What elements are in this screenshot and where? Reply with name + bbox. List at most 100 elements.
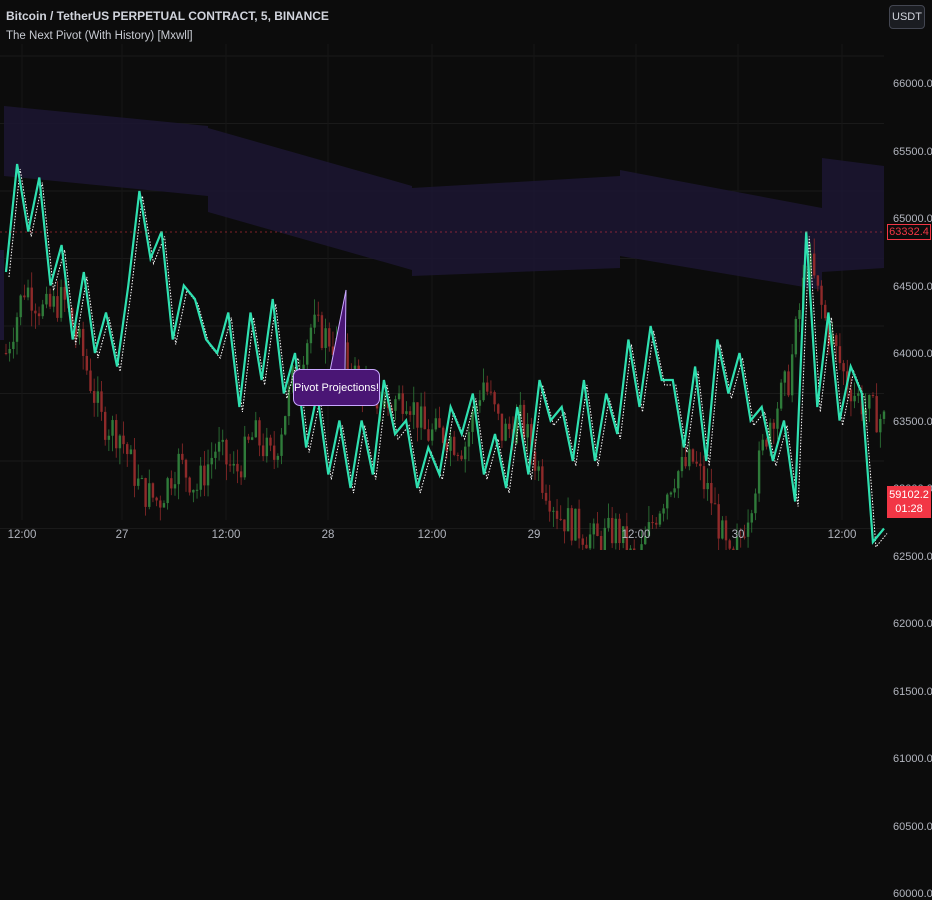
candle-body (346, 342, 349, 370)
candle-body (217, 441, 221, 452)
candle-body (243, 436, 246, 478)
candle-body (790, 354, 794, 396)
candle-body (732, 548, 735, 550)
candle-body (566, 508, 570, 532)
currency-button[interactable]: USDT (889, 5, 925, 29)
candle-body (148, 483, 151, 507)
candle-body (430, 429, 434, 441)
candle-body (155, 497, 158, 501)
candle-body (471, 411, 474, 432)
candle-body (159, 500, 162, 508)
candle-body (717, 504, 720, 539)
candle-body (419, 406, 423, 428)
candle-body (684, 456, 687, 467)
candle-body (629, 548, 632, 550)
candle-body (618, 518, 621, 544)
candle-body (280, 434, 283, 456)
candle-body (640, 544, 643, 550)
x-tick-label: 12:00 (7, 529, 37, 541)
candle-body (644, 536, 647, 545)
candle-body (250, 437, 254, 440)
candle-body (610, 517, 614, 544)
candle-body (445, 442, 449, 451)
candle-body (702, 466, 706, 490)
callout-pointer (329, 289, 347, 372)
candle-body (632, 548, 636, 550)
candle-body (254, 420, 258, 438)
price-candles (4, 238, 886, 550)
y-tick-label: 60500.0 (893, 820, 932, 833)
candle-body (519, 404, 522, 417)
candle-body (669, 492, 673, 495)
candle-body (662, 508, 665, 514)
candle-body (151, 483, 155, 498)
candle-body (831, 335, 834, 345)
candle-body (508, 423, 511, 430)
candle-body (875, 396, 878, 433)
candle-body (427, 429, 430, 441)
candle-body (45, 293, 48, 305)
x-tick-label: 29 (527, 529, 541, 541)
candle-body (882, 411, 886, 419)
candle-body (41, 304, 44, 317)
candle-body (324, 328, 327, 348)
candle-body (526, 424, 529, 438)
candle-body (100, 391, 103, 412)
candle-body (85, 355, 89, 371)
candle-body (555, 510, 559, 519)
candle-body (232, 463, 235, 466)
candle-body (405, 411, 408, 414)
candle-body (739, 536, 742, 538)
candle-body (588, 534, 592, 549)
candle-body (691, 449, 695, 462)
indicator-title[interactable]: The Next Pivot (With History) [Mxwll] (6, 30, 193, 42)
y-tick-label: 61000.0 (893, 753, 932, 765)
y-tick-label: 61500.0 (893, 685, 932, 698)
countdown-time: 01:28 (895, 503, 923, 515)
candle-body (456, 454, 460, 456)
candle-body (133, 449, 136, 486)
candle-body (283, 416, 287, 435)
candle-body (81, 328, 85, 356)
candle-body (809, 253, 812, 278)
candle-body (842, 363, 845, 372)
candle-body (173, 484, 177, 489)
candle-body (103, 411, 107, 440)
candle-body (122, 435, 125, 445)
price-chart[interactable] (0, 0, 932, 550)
candle-body (537, 466, 540, 471)
candle-body (192, 489, 195, 493)
candle-body (467, 431, 471, 447)
candle-body (291, 365, 294, 387)
candle-body (482, 382, 485, 401)
chart-title: Bitcoin / TetherUS PERPETUAL CONTRACT, 5… (6, 9, 329, 23)
candle-body (261, 445, 265, 457)
candle-body (434, 418, 438, 430)
candle-body (247, 436, 250, 440)
candle-body (48, 293, 52, 307)
x-tick-label: 12:00 (211, 529, 241, 541)
candle-body (331, 346, 335, 355)
candle-body (236, 463, 239, 472)
y-tick-label: 64500.0 (893, 280, 932, 293)
candle-body (26, 287, 30, 298)
candle-body (19, 295, 22, 318)
candle-body (647, 522, 651, 537)
candle-body (397, 393, 401, 400)
candle-body (394, 399, 397, 411)
candle-body (706, 483, 709, 490)
candle-body (500, 413, 504, 441)
candle-body (140, 478, 144, 480)
candle-body (849, 389, 853, 402)
pivot-projection-bands (0, 106, 884, 340)
candle-body (464, 446, 467, 460)
countdown-tag: 59102.2 01:28 (887, 486, 931, 518)
candle-body (838, 346, 842, 364)
candle-body (265, 437, 269, 457)
candle-body (504, 423, 507, 441)
candle-body (272, 445, 276, 460)
candle-body (170, 478, 173, 489)
y-tick-label: 65500.0 (893, 145, 932, 158)
candle-body (221, 439, 224, 442)
candle-body (225, 439, 228, 465)
